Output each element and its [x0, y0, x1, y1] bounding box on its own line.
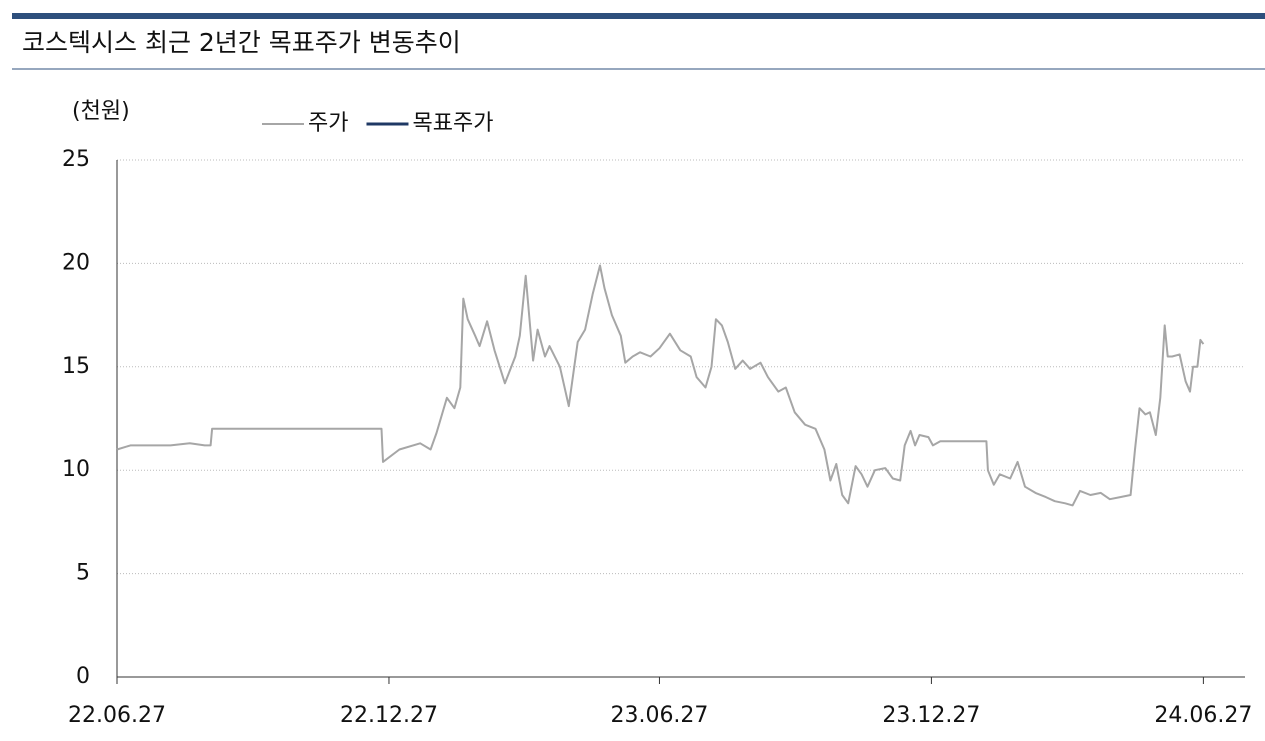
- y-tick-label: 5: [76, 561, 90, 586]
- x-tick-label: 24.06.27: [1154, 703, 1252, 728]
- chart-title: 코스텍시스 최근 2년간 목표주가 변동추이: [22, 28, 461, 57]
- y-tick-label: 15: [62, 354, 90, 379]
- y-axis-label: (천원): [72, 99, 130, 124]
- title-bar: [12, 13, 1265, 19]
- y-tick-label: 25: [62, 147, 90, 172]
- x-tick-label: 23.12.27: [882, 703, 980, 728]
- y-tick-label: 0: [76, 664, 90, 689]
- x-tick-label: 22.12.27: [340, 703, 438, 728]
- x-tick-label: 23.06.27: [610, 703, 708, 728]
- x-tick-label: 22.06.27: [68, 703, 166, 728]
- y-tick-label: 10: [62, 457, 90, 482]
- price-line: [116, 264, 1205, 507]
- y-tick-label: 20: [62, 250, 90, 275]
- legend-label: 목표주가: [412, 111, 493, 136]
- legend-label: 주가: [308, 111, 348, 136]
